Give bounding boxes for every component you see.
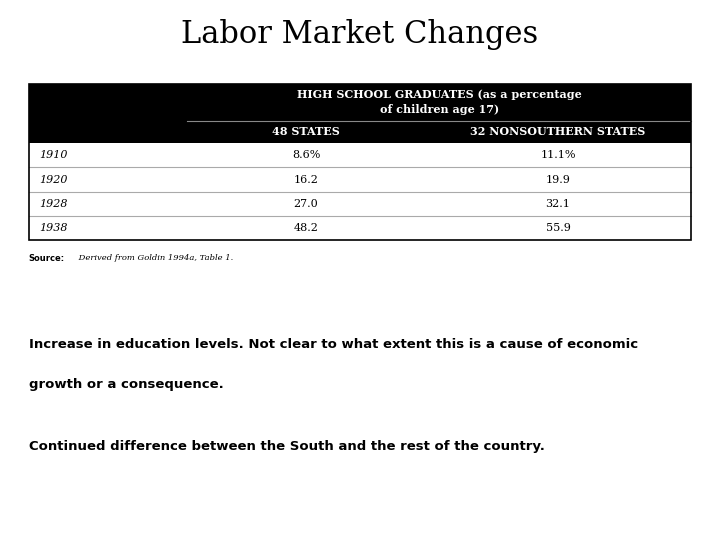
Text: 27.0: 27.0 <box>294 199 318 209</box>
Text: Increase in education levels. Not clear to what extent this is a cause of econom: Increase in education levels. Not clear … <box>29 338 638 350</box>
Bar <box>29 192 691 216</box>
Text: Derived from Goldin 1994a, Table 1.: Derived from Goldin 1994a, Table 1. <box>76 254 233 262</box>
Bar <box>29 143 691 167</box>
Text: 1910: 1910 <box>40 150 68 160</box>
Text: 32.1: 32.1 <box>546 199 570 209</box>
Text: 48.2: 48.2 <box>294 223 318 233</box>
Bar <box>29 216 691 240</box>
Text: 19.9: 19.9 <box>546 174 570 185</box>
Text: 11.1%: 11.1% <box>540 150 576 160</box>
Text: 55.9: 55.9 <box>546 223 570 233</box>
Text: 48 STATES: 48 STATES <box>272 126 340 137</box>
Bar <box>29 167 691 192</box>
Text: 32 NONSOUTHERN STATES: 32 NONSOUTHERN STATES <box>470 126 646 137</box>
Text: growth or a consequence.: growth or a consequence. <box>29 378 223 391</box>
Text: 8.6%: 8.6% <box>292 150 320 160</box>
Text: Continued difference between the South and the rest of the country.: Continued difference between the South a… <box>29 440 544 453</box>
Text: 1920: 1920 <box>40 174 68 185</box>
Text: HIGH SCHOOL GRADUATES (as a percentage
of children age 17): HIGH SCHOOL GRADUATES (as a percentage o… <box>297 89 582 115</box>
Text: 16.2: 16.2 <box>294 174 318 185</box>
Text: 1938: 1938 <box>40 223 68 233</box>
Text: Labor Market Changes: Labor Market Changes <box>181 19 539 50</box>
Text: 1928: 1928 <box>40 199 68 209</box>
Text: Source:: Source: <box>29 254 65 263</box>
